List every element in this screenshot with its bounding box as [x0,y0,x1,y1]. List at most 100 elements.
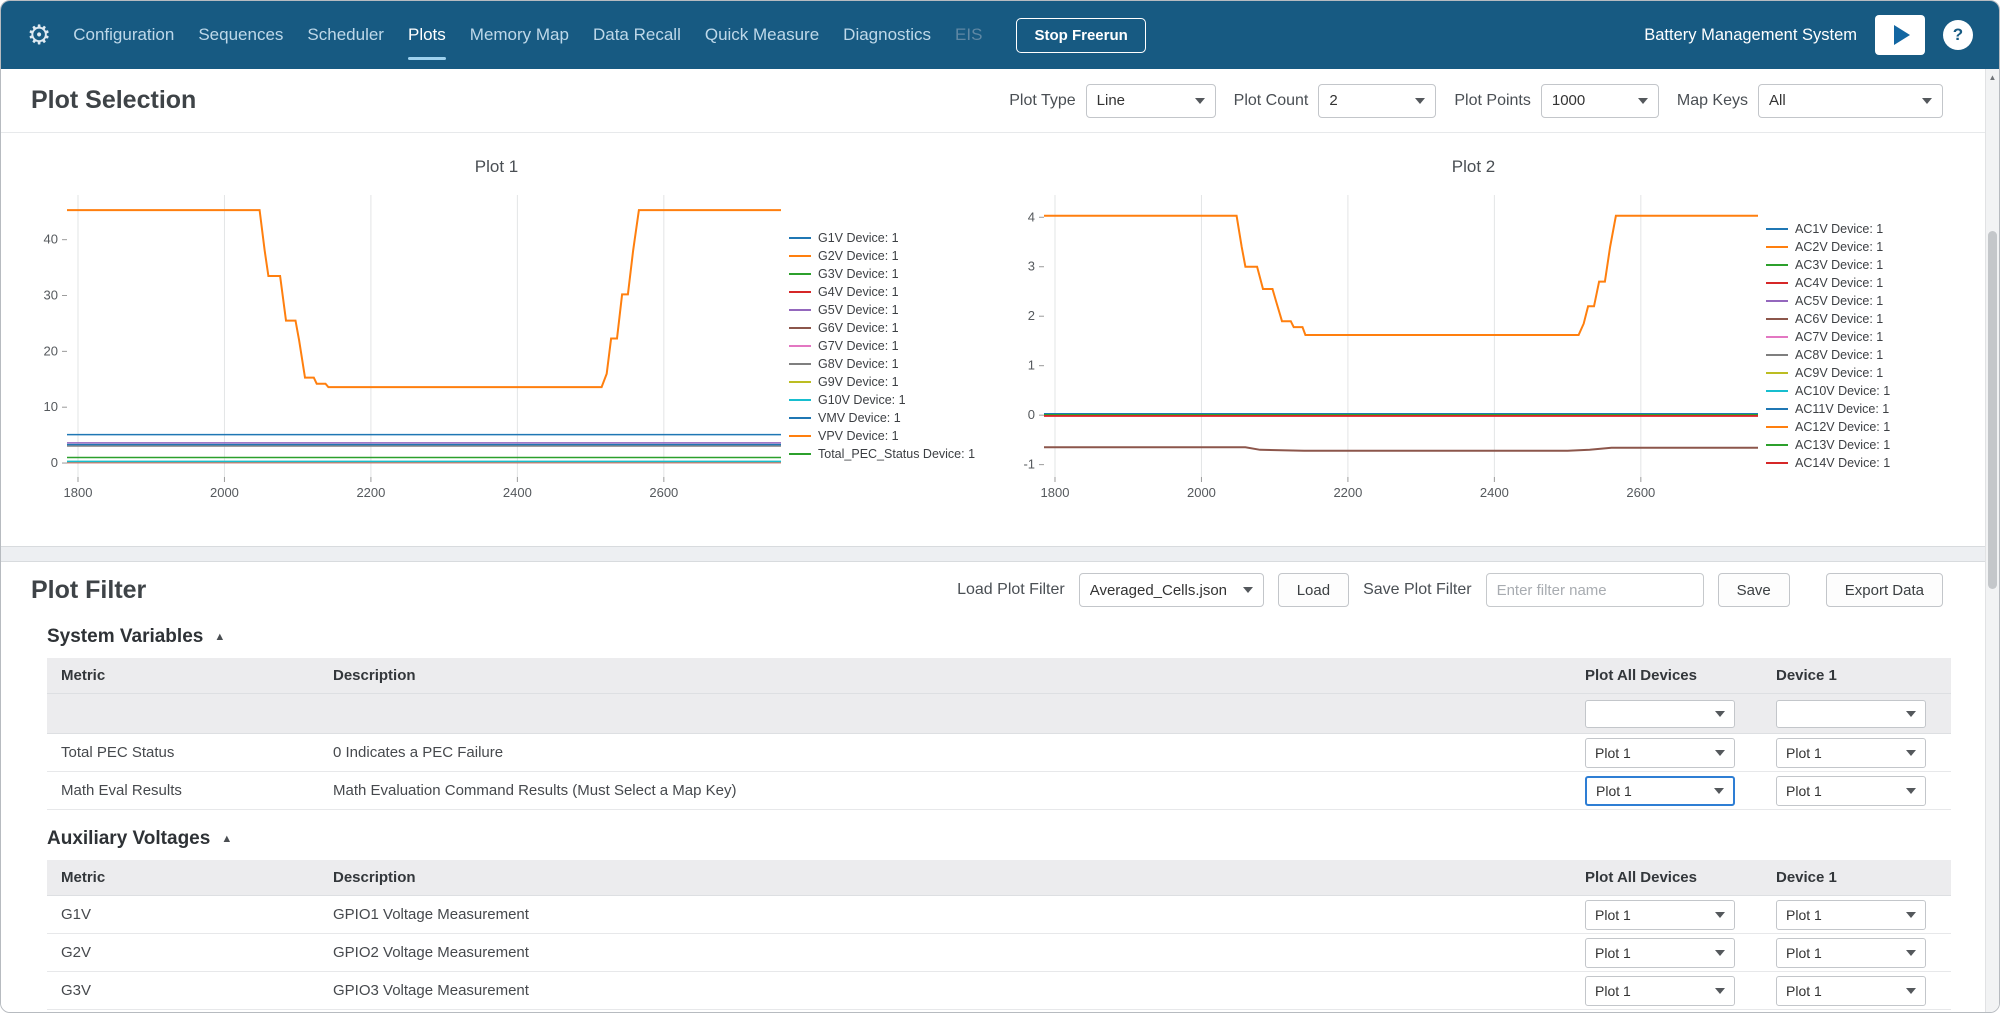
plot-all-cell: Plot 1 [1585,900,1776,930]
section-toggle[interactable]: Auxiliary Voltages▲ [47,828,1999,850]
play-button[interactable] [1875,15,1925,55]
legend-item[interactable]: AC7V Device: 1 [1766,330,1946,344]
control-plot-type: Plot TypeLine [1009,84,1215,118]
legend-item[interactable]: AC6V Device: 1 [1766,312,1946,326]
legend-label: AC1V Device: 1 [1795,222,1883,236]
export-data-button[interactable]: Export Data [1826,573,1943,607]
help-button[interactable]: ? [1943,20,1973,50]
legend-item[interactable]: G7V Device: 1 [789,339,969,353]
collapse-icon[interactable]: ▲ [221,833,232,845]
legend-swatch [789,237,811,239]
nav-item-quick-measure[interactable]: Quick Measure [705,1,819,69]
legend-item[interactable]: G4V Device: 1 [789,285,969,299]
chevron-down-icon [1638,98,1648,104]
plot1-canvas[interactable]: 18002000220024002600010203040 [19,181,789,511]
section-toggle[interactable]: System Variables▲ [47,626,1999,648]
plot-all-select[interactable]: Plot 1 [1585,976,1735,1006]
legend-item[interactable]: AC11V Device: 1 [1766,402,1946,416]
collapse-icon[interactable]: ▲ [214,631,225,643]
chevron-down-icon [1415,98,1425,104]
legend-item[interactable]: G9V Device: 1 [789,375,969,389]
device1-filter-select[interactable] [1776,700,1926,728]
filter-cell [1585,700,1776,728]
legend-item[interactable]: AC1V Device: 1 [1766,222,1946,236]
plot-points-select[interactable]: 1000 [1541,84,1659,118]
nav-item-configuration[interactable]: Configuration [73,1,174,69]
plot-count-select[interactable]: 2 [1318,84,1436,118]
nav-item-memory-map[interactable]: Memory Map [470,1,569,69]
plot-type-select[interactable]: Line [1086,84,1216,118]
nav-item-scheduler[interactable]: Scheduler [307,1,384,69]
device1-select[interactable]: Plot 1 [1776,976,1926,1006]
plot-all-select[interactable]: Plot 1 [1585,938,1735,968]
legend-item[interactable]: G5V Device: 1 [789,303,969,317]
top-navbar: ⚙ Configuration Sequences Scheduler Plots Me… [1,1,1999,69]
legend-item[interactable]: VPV Device: 1 [789,429,969,443]
filter-name-input[interactable] [1486,573,1704,607]
legend-item[interactable]: G2V Device: 1 [789,249,969,263]
legend-item[interactable]: G3V Device: 1 [789,267,969,281]
legend-item[interactable]: Total_PEC_Status Device: 1 [789,447,969,461]
legend-swatch [789,309,811,311]
map-keys-select[interactable]: All [1758,84,1943,118]
nav-item-sequences[interactable]: Sequences [198,1,283,69]
legend-item[interactable]: AC5V Device: 1 [1766,294,1946,308]
plot-all-filter-select[interactable] [1585,700,1735,728]
legend-label: VMV Device: 1 [818,411,901,425]
chevron-down-icon [1906,912,1916,918]
play-icon [1894,25,1910,45]
device1-select[interactable]: Plot 1 [1776,738,1926,768]
scrollbar-thumb[interactable] [1988,231,1997,589]
plot-all-cell: Plot 1 [1585,938,1776,968]
gear-icon[interactable]: ⚙ [27,22,51,49]
legend-label: AC10V Device: 1 [1795,384,1890,398]
nav-item-plots[interactable]: Plots [408,1,446,69]
select-value: 1000 [1552,92,1585,109]
device1-select[interactable]: Plot 1 [1776,776,1926,806]
chevron-down-icon [1715,988,1725,994]
legend-item[interactable]: AC13V Device: 1 [1766,438,1946,452]
legend-item[interactable]: G6V Device: 1 [789,321,969,335]
legend-swatch [1766,264,1788,266]
device1-select[interactable]: Plot 1 [1776,900,1926,930]
select-value: 2 [1329,92,1337,109]
table-row: G3VGPIO3 Voltage MeasurementPlot 1Plot 1 [47,972,1951,1010]
select-value: Plot 1 [1595,745,1631,761]
description-cell: GPIO1 Voltage Measurement [333,906,1585,923]
legend-item[interactable]: AC14V Device: 1 [1766,456,1946,470]
plot-filter-header: Plot Filter Load Plot Filter Averaged_Ce… [1,562,1999,618]
nav-item-data-recall[interactable]: Data Recall [593,1,681,69]
legend-item[interactable]: G10V Device: 1 [789,393,969,407]
legend-item[interactable]: AC12V Device: 1 [1766,420,1946,434]
legend-swatch [789,417,811,419]
table-row: Total PEC Status0 Indicates a PEC Failur… [47,734,1951,772]
legend-label: AC14V Device: 1 [1795,456,1890,470]
legend-item[interactable]: VMV Device: 1 [789,411,969,425]
plot-all-select[interactable]: Plot 1 [1585,900,1735,930]
load-filter-select[interactable]: Averaged_Cells.json [1079,573,1264,607]
legend-label: G9V Device: 1 [818,375,899,389]
select-value: All [1769,92,1786,109]
legend-item[interactable]: AC9V Device: 1 [1766,366,1946,380]
plot-all-select[interactable]: Plot 1 [1585,738,1735,768]
table-header-row: MetricDescriptionPlot All DevicesDevice … [47,658,1951,694]
device1-select[interactable]: Plot 1 [1776,938,1926,968]
scroll-up-icon[interactable]: ▲ [1986,69,1999,85]
legend-item[interactable]: G1V Device: 1 [789,231,969,245]
table-header-row: MetricDescriptionPlot All DevicesDevice … [47,860,1951,896]
nav-item-diagnostics[interactable]: Diagnostics [843,1,931,69]
filter-bar: Load Plot Filter Averaged_Cells.json Loa… [957,573,1943,607]
nav-item-eis[interactable]: EIS [955,1,982,69]
plot-all-select[interactable]: Plot 1 [1585,776,1735,806]
legend-item[interactable]: AC8V Device: 1 [1766,348,1946,362]
load-button[interactable]: Load [1278,573,1349,607]
stop-freerun-button[interactable]: Stop Freerun [1016,18,1145,53]
legend-item[interactable]: AC3V Device: 1 [1766,258,1946,272]
legend-item[interactable]: AC10V Device: 1 [1766,384,1946,398]
plot2-canvas[interactable]: 18002000220024002600-101234 [996,181,1766,511]
save-button[interactable]: Save [1718,573,1790,607]
legend-item[interactable]: AC4V Device: 1 [1766,276,1946,290]
legend-item[interactable]: AC2V Device: 1 [1766,240,1946,254]
legend-item[interactable]: G8V Device: 1 [789,357,969,371]
vertical-scrollbar[interactable]: ▲ [1985,69,1999,1012]
